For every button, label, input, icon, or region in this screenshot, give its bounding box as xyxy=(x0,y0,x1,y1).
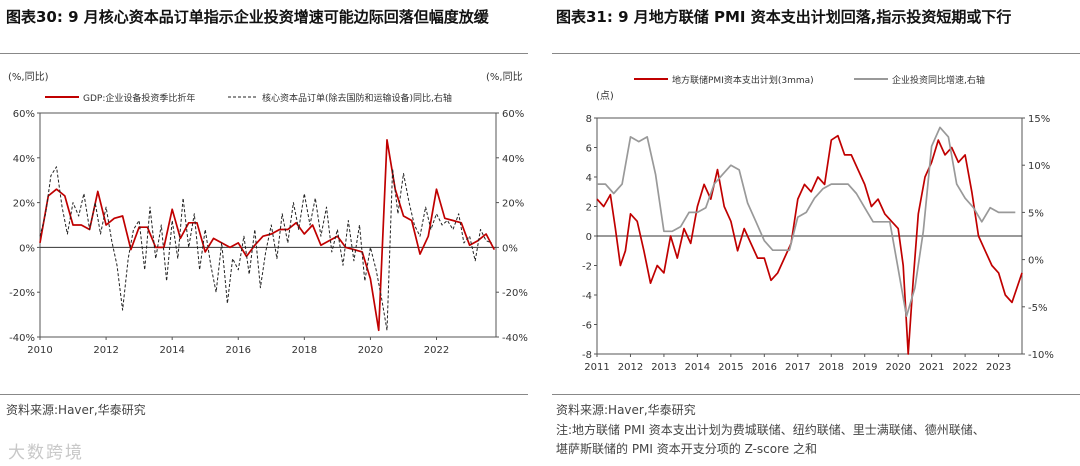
right-note-line-2: 堪萨斯联储的 PMI 资本开支分项的 Z-score 之和 xyxy=(556,442,817,456)
left-plot-frame xyxy=(39,112,497,338)
right-title-divider xyxy=(552,53,1080,54)
right-note-line-1: 注:地方联储 PMI 资本支出计划为费城联储、纽约联储、里士满联储、德州联储、 xyxy=(556,423,985,437)
left-figure: 图表30: 9 月核心资本品订单指示企业投资增速可能边际回落但幅度放缓 (%,同… xyxy=(0,0,528,466)
right-x-tick-label: 2011 xyxy=(584,362,609,373)
left-series-line-1 xyxy=(39,139,496,332)
left-right-tick-label: 40% xyxy=(502,154,524,165)
left-right-tick-label: 0% xyxy=(502,243,518,254)
right-left-tick-label: 6 xyxy=(586,144,592,155)
right-x-tick-label: 2014 xyxy=(685,362,710,373)
right-x-tick-label: 2019 xyxy=(852,362,877,373)
left-source-text: 资料来源:Haver,华泰研究 xyxy=(6,403,146,417)
left-x-tick-label: 2022 xyxy=(424,345,449,356)
right-left-tick-label: -8 xyxy=(582,350,592,361)
right-right-tick-label: 10% xyxy=(1028,161,1050,172)
left-x-tick-label: 2016 xyxy=(226,345,251,356)
right-right-tick-label: -5% xyxy=(1028,303,1047,314)
left-x-tick-label: 2012 xyxy=(93,345,118,356)
left-left-tick-label: -20% xyxy=(9,288,35,299)
left-legend-label-2: 核心资本品订单(除去国防和运输设备)同比,右轴 xyxy=(262,92,452,104)
right-left-tick-label: -6 xyxy=(582,321,592,332)
left-x-tick-label: 2010 xyxy=(27,345,52,356)
right-x-tick-label: 2016 xyxy=(752,362,777,373)
right-x-tick-label: 2012 xyxy=(618,362,643,373)
right-series-line-2 xyxy=(597,126,1016,318)
right-right-tick-label: 0% xyxy=(1028,256,1044,267)
right-x-tick-label: 2023 xyxy=(986,362,1011,373)
right-x-tick-label: 2013 xyxy=(651,362,676,373)
left-x-tick-label: 2018 xyxy=(292,345,317,356)
left-left-tick-label: 20% xyxy=(13,199,35,210)
right-series-line-1 xyxy=(596,134,1023,355)
right-legend-label-2: 企业投资同比增速,右轴 xyxy=(892,74,985,86)
right-source-divider xyxy=(552,394,1080,395)
watermark-text: 大数跨境 xyxy=(8,443,84,463)
right-left-tick-label: -4 xyxy=(582,291,592,302)
right-left-tick-label: -2 xyxy=(582,262,592,273)
left-figure-title: 图表30: 9 月核心资本品订单指示企业投资增速可能边际回落但幅度放缓 xyxy=(6,8,489,26)
right-left-unit-label: (点) xyxy=(596,90,614,102)
right-left-tick-label: 4 xyxy=(586,173,592,184)
right-x-tick-label: 2017 xyxy=(785,362,810,373)
left-x-tick-label: 2014 xyxy=(159,345,184,356)
right-legend-label-1: 地方联储PMI资本支出计划(3mma) xyxy=(672,74,814,86)
left-left-tick-label: 0% xyxy=(19,243,35,254)
left-x-tick-label: 2020 xyxy=(358,345,383,356)
right-x-tick-label: 2020 xyxy=(885,362,910,373)
left-left-unit-label: (%,同比) xyxy=(8,71,49,83)
right-figure-title: 图表31: 9 月地方联储 PMI 资本支出计划回落,指示投资短期或下行 xyxy=(556,8,1012,26)
left-right-unit-label: (%,同比 xyxy=(486,71,523,83)
left-right-tick-label: 60% xyxy=(502,109,524,120)
right-line-chart: (点) 8 6 4 2 0 -2 -4 -6 -8 15% 10% 5% 0% -5% -10% 2011 201… xyxy=(582,74,1054,373)
left-legend-label-1: GDP:企业设备投资季比折年 xyxy=(83,92,195,104)
left-right-tick-label: -40% xyxy=(502,333,528,344)
left-source-divider xyxy=(0,394,528,395)
right-x-tick-label: 2021 xyxy=(919,362,944,373)
right-right-tick-label: -10% xyxy=(1028,350,1054,361)
right-figure: 图表31: 9 月地方联储 PMI 资本支出计划回落,指示投资短期或下行 (点)… xyxy=(552,0,1080,466)
left-left-tick-label: 60% xyxy=(13,109,35,120)
right-left-tick-label: 2 xyxy=(586,203,592,214)
left-left-tick-label: 40% xyxy=(13,154,35,165)
left-title-divider xyxy=(0,53,528,54)
left-left-tick-label: -40% xyxy=(9,333,35,344)
right-left-tick-label: 0 xyxy=(586,232,592,243)
right-source-text: 资料来源:Haver,华泰研究 xyxy=(556,403,696,417)
left-line-chart: (%,同比) (%,同比 60% 40% 20% 0% -20% -40% 60% 40% 20% 0… xyxy=(8,71,528,356)
right-x-tick-label: 2022 xyxy=(952,362,977,373)
left-series-line-2 xyxy=(39,166,492,331)
right-right-tick-label: 15% xyxy=(1028,114,1050,125)
right-x-tick-label: 2015 xyxy=(718,362,743,373)
right-left-tick-label: 8 xyxy=(586,114,592,125)
left-right-tick-label: 20% xyxy=(502,199,524,210)
right-x-tick-label: 2018 xyxy=(819,362,844,373)
left-right-tick-label: -20% xyxy=(502,288,528,299)
right-right-tick-label: 5% xyxy=(1028,208,1044,219)
